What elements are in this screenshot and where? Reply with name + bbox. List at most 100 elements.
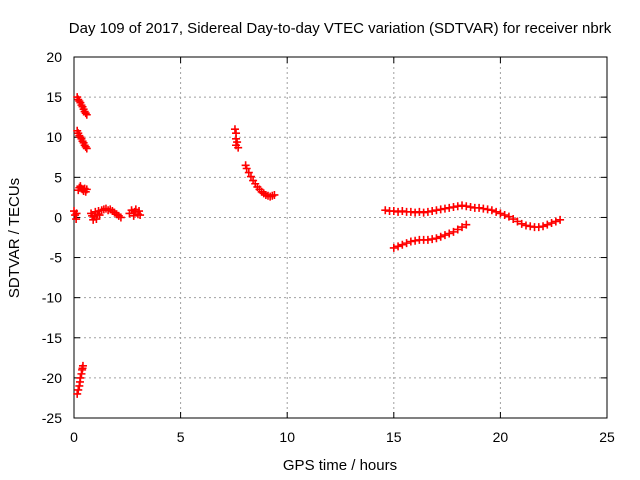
chart-title: Day 109 of 2017, Sidereal Day-to-day VTE… — [69, 20, 612, 37]
data-point — [76, 373, 85, 382]
y-tick-label: 10 — [46, 129, 62, 145]
data-point — [76, 133, 85, 142]
x-tick-label: 5 — [177, 429, 185, 445]
data-point — [543, 220, 552, 229]
data-point — [513, 217, 522, 226]
data-point — [526, 222, 535, 231]
data-point — [74, 385, 83, 394]
y-tick-label: -25 — [42, 410, 62, 426]
axis-ticks: 0 5 10 15 20 25 -25 -20 -15 -10 -5 0 5 10 15 20 — [42, 49, 615, 445]
data-point — [458, 223, 467, 232]
data-point — [428, 235, 437, 244]
data-point — [136, 211, 145, 220]
data-point — [92, 215, 101, 224]
data-point — [423, 235, 432, 244]
data-point — [78, 137, 87, 146]
data-point — [244, 168, 253, 177]
data-point — [432, 234, 441, 243]
plot-frame — [73, 56, 608, 419]
data-point — [551, 217, 560, 226]
data-point — [539, 222, 548, 231]
y-tick-label: 15 — [46, 89, 62, 105]
data-point — [436, 205, 445, 214]
x-tick-label: 15 — [386, 429, 402, 445]
data-point — [402, 239, 411, 248]
data-point — [466, 203, 475, 212]
data-point — [445, 229, 454, 238]
data-point — [411, 208, 420, 217]
data-point — [432, 206, 441, 215]
x-tick-label: 25 — [599, 429, 615, 445]
data-point — [389, 243, 398, 252]
data-point — [72, 209, 81, 218]
data-point — [500, 211, 509, 220]
data-point — [242, 164, 251, 173]
data-point — [496, 209, 505, 218]
data-point — [77, 101, 86, 110]
x-tick-label: 20 — [493, 429, 509, 445]
x-axis-label: GPS time / hours — [283, 457, 397, 474]
data-point — [449, 227, 458, 236]
data-point — [445, 203, 454, 212]
y-tick-label: -15 — [42, 330, 62, 346]
data-point — [487, 206, 496, 215]
data-point — [440, 231, 449, 240]
data-point — [547, 219, 556, 228]
data-point — [483, 205, 492, 214]
data-point — [270, 190, 279, 199]
data-point — [406, 237, 415, 246]
data-point — [453, 202, 462, 211]
data-point — [521, 221, 530, 230]
data-point — [398, 207, 407, 216]
data-point — [71, 211, 80, 220]
data-point — [389, 207, 398, 216]
data-point — [440, 204, 449, 213]
data-point — [436, 232, 445, 241]
data-point — [415, 207, 424, 216]
data-point — [449, 203, 458, 212]
data-point — [556, 215, 565, 224]
data-point — [381, 206, 390, 215]
y-tick-label: -5 — [50, 250, 63, 266]
y-tick-label: 5 — [54, 169, 62, 185]
data-point — [453, 225, 462, 234]
data-point — [129, 211, 138, 220]
data-point — [75, 97, 84, 106]
data-point — [73, 389, 82, 398]
data-points — [70, 93, 565, 398]
data-point — [423, 207, 432, 216]
data-point — [81, 109, 90, 118]
data-point — [230, 125, 239, 134]
data-point — [517, 219, 526, 228]
data-point — [428, 207, 437, 216]
x-tick-label: 10 — [279, 429, 295, 445]
data-point — [462, 202, 471, 211]
data-point — [234, 143, 243, 152]
data-point — [82, 110, 91, 119]
data-point — [78, 361, 87, 370]
data-point — [116, 213, 125, 222]
data-point — [492, 207, 501, 216]
data-point — [406, 207, 415, 216]
x-tick-label: 0 — [70, 429, 78, 445]
data-point — [398, 240, 407, 249]
y-tick-label: -20 — [42, 370, 62, 386]
y-axis-label: SDTVAR / TECUs — [6, 178, 23, 298]
y-tick-label: -10 — [42, 290, 62, 306]
data-point — [475, 203, 484, 212]
data-point — [394, 242, 403, 251]
y-tick-label: 20 — [46, 49, 62, 65]
data-point — [135, 207, 144, 216]
data-point — [81, 142, 90, 151]
data-point — [479, 204, 488, 213]
data-point — [458, 201, 467, 210]
grid — [74, 57, 607, 418]
data-point — [394, 207, 403, 216]
data-point — [419, 208, 428, 217]
data-point — [462, 220, 471, 229]
data-point — [246, 172, 255, 181]
data-point — [95, 211, 104, 220]
data-point — [534, 223, 543, 232]
y-tick-label: 0 — [54, 209, 62, 225]
